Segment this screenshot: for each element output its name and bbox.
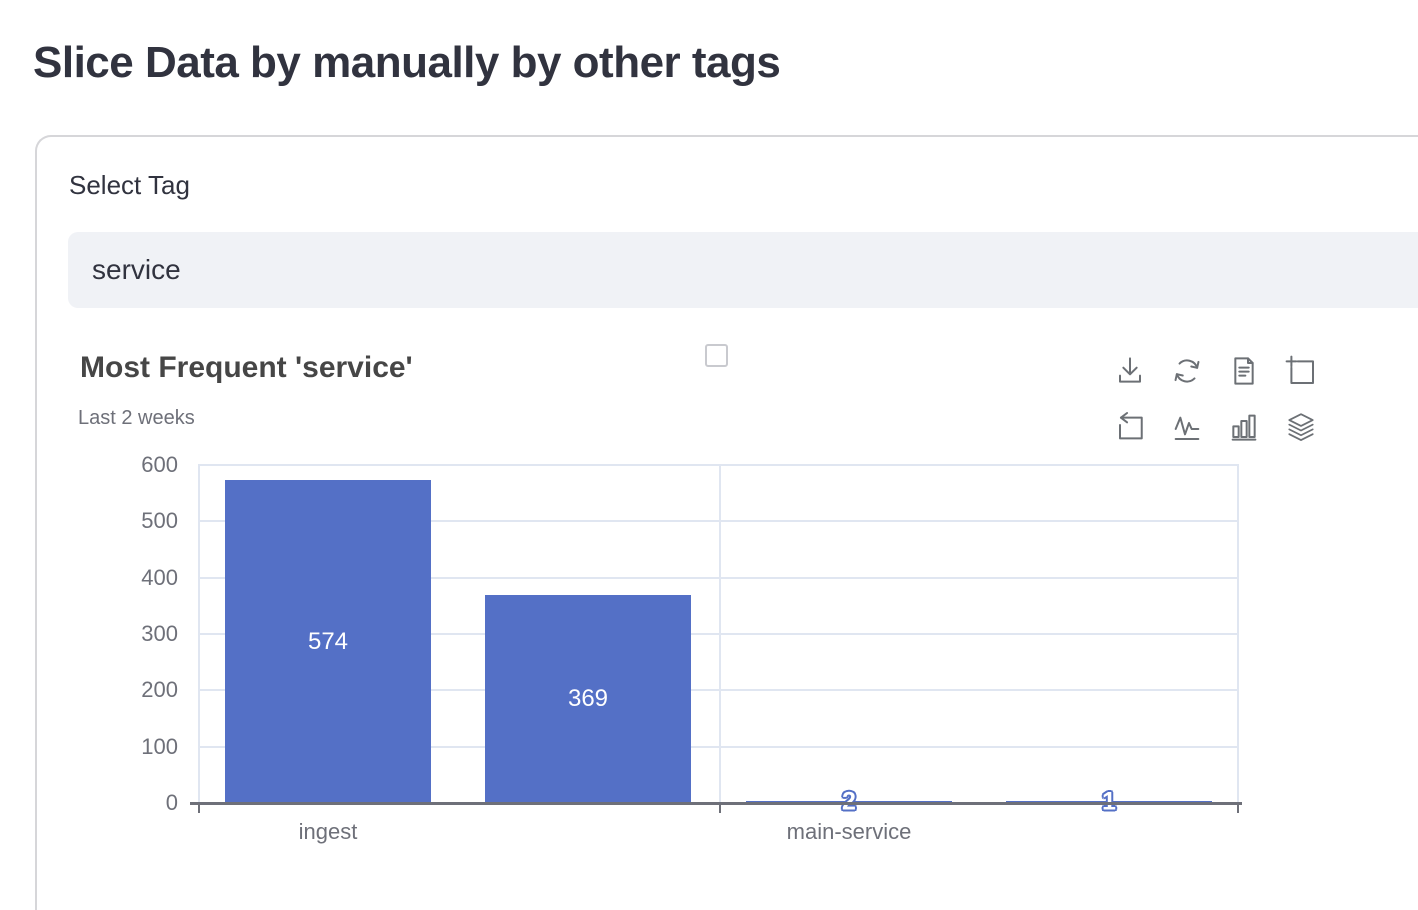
y-axis-label: 100	[141, 734, 178, 759]
bar-chart-plot: 0 100 200 300 400 500 600 574 ingest 369 2main-ser…	[141, 452, 1242, 844]
gridline-x	[198, 465, 200, 803]
chart-toolbox	[1112, 353, 1319, 445]
bar-value-label: 369	[567, 685, 609, 712]
y-axis-label: 300	[141, 621, 178, 646]
x-axis-tick	[1237, 804, 1239, 813]
gridline-y-500	[198, 520, 1239, 522]
x-axis-label: ingest	[298, 819, 358, 844]
gridline-x	[1237, 465, 1239, 803]
gridline-y-600	[198, 464, 1239, 466]
y-axis-label: 0	[165, 790, 178, 815]
restore-icon[interactable]	[1169, 353, 1205, 389]
bar-1[interactable]: 369	[485, 595, 691, 803]
x-axis-tick	[719, 804, 721, 813]
y-axis-label: 200	[141, 677, 178, 702]
line-chart-icon[interactable]	[1169, 409, 1205, 445]
bar-value-label: 2	[842, 788, 856, 817]
gridline-y-300	[198, 633, 1239, 635]
y-axis-label: 500	[141, 508, 178, 533]
save-as-image-icon[interactable]	[1112, 353, 1148, 389]
data-view-icon[interactable]	[1226, 353, 1262, 389]
gridline-y-100	[198, 746, 1239, 748]
bar-value-label: 1	[1102, 788, 1116, 817]
slice-data-card: Select Tag service Most Frequent 'servic…	[35, 135, 1418, 910]
bar-chart-icon[interactable]	[1226, 409, 1262, 445]
chart-title: Most Frequent 'service'	[80, 351, 413, 384]
zoom-select-icon[interactable]	[1283, 353, 1319, 389]
y-axis-label: 600	[141, 452, 178, 477]
tag-selectbox-value: service	[92, 254, 181, 285]
y-axis-label: 400	[141, 565, 178, 590]
x-axis-line	[190, 802, 1242, 805]
legend-item-checkbox[interactable]	[705, 344, 728, 367]
tag-selectbox[interactable]: service	[68, 232, 1418, 308]
bar-ingest[interactable]: 574	[225, 480, 431, 803]
x-axis-tick	[198, 804, 200, 813]
gridline-x	[719, 465, 721, 803]
chart-subtitle: Last 2 weeks	[78, 407, 195, 429]
gridline-y-400	[198, 577, 1239, 579]
bar-value-label: 574	[307, 627, 349, 655]
select-tag-label: Select Tag	[69, 170, 190, 200]
x-axis-label: main-service	[786, 819, 912, 844]
stack-icon[interactable]	[1283, 409, 1319, 445]
zoom-reset-icon[interactable]	[1112, 409, 1148, 445]
page-title: Slice Data by manually by other tags	[33, 38, 781, 87]
gridline-y-200	[198, 689, 1239, 691]
